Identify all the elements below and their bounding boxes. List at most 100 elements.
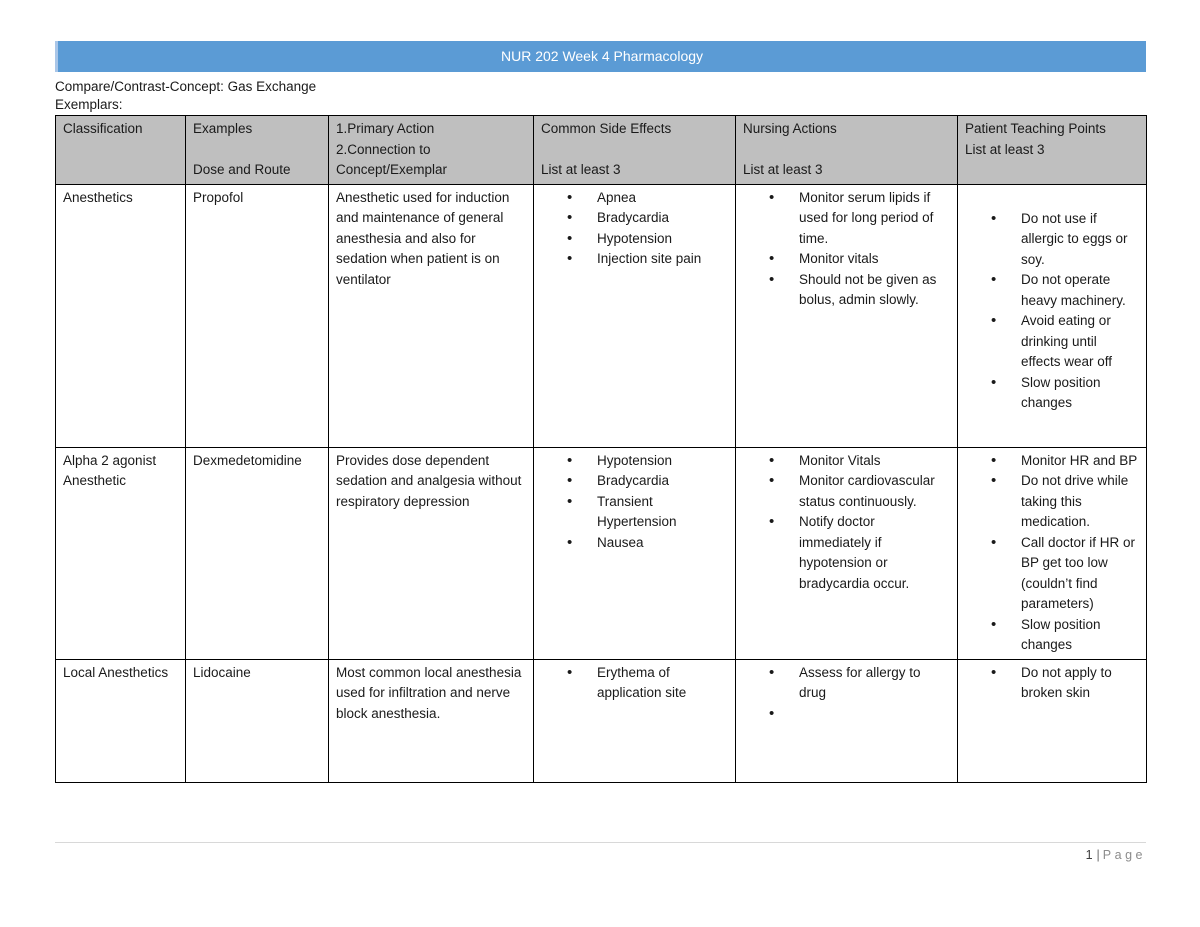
footer-divider bbox=[55, 841, 1146, 843]
cell-side-effects: HypotensionBradycardiaTransient Hyperten… bbox=[533, 446, 736, 660]
bullet-item: Do not drive while taking this medicatio… bbox=[965, 471, 1139, 533]
header-line: Nursing Actions bbox=[743, 121, 837, 136]
bullet-item: Erythema of application site bbox=[541, 663, 728, 704]
teaching-points-list: Monitor HR and BPDo not drive while taki… bbox=[965, 451, 1139, 656]
bullet-item: Assess for allergy to drug bbox=[743, 663, 950, 704]
bullet-item: Do not apply to broken skin bbox=[965, 663, 1139, 704]
table-row-local-anesthetics: Local Anesthetics Lidocaine Most common … bbox=[55, 658, 1147, 783]
example-text: Propofol bbox=[193, 189, 244, 205]
cell-primary-action: Anesthetic used for induction and mainte… bbox=[328, 183, 534, 448]
bullet-item: Slow position changes bbox=[965, 615, 1139, 656]
column-header-primary-action: 1.Primary Action 2.Connection to Concept… bbox=[328, 115, 534, 185]
cell-example: Dexmedetomidine bbox=[185, 446, 329, 660]
page-footer: 1 | Page bbox=[55, 848, 1146, 862]
side-effects-list: Erythema of application site bbox=[541, 663, 728, 704]
table-body: Anesthetics Propofol Anesthetic used for… bbox=[55, 183, 1147, 783]
bullet-item: Hypotension bbox=[541, 451, 728, 472]
bullet-item: Slow position changes bbox=[965, 373, 1139, 414]
header-line bbox=[965, 160, 1139, 181]
cell-classification: Local Anesthetics bbox=[55, 658, 186, 783]
cell-teaching-points: Do not apply to broken skin bbox=[957, 658, 1147, 783]
cell-nursing-actions: Assess for allergy to drug bbox=[735, 658, 958, 783]
primary-action-text: Most common local anesthesia used for in… bbox=[336, 664, 522, 721]
nursing-actions-list: Monitor serum lipids if used for long pe… bbox=[743, 188, 950, 311]
header-line bbox=[63, 140, 178, 161]
header-line bbox=[743, 140, 950, 161]
cell-primary-action: Most common local anesthesia used for in… bbox=[328, 658, 534, 783]
example-text: Dexmedetomidine bbox=[193, 452, 302, 468]
header-row: Classification Examples Dose and Route 1… bbox=[55, 115, 1147, 185]
bullet-item: Transient Hypertension bbox=[541, 492, 728, 533]
header-line: List at least 3 bbox=[541, 162, 621, 177]
bullet-item: Monitor Vitals bbox=[743, 451, 950, 472]
classification-text: Anesthetics bbox=[63, 189, 133, 205]
bullet-item: Nausea bbox=[541, 533, 728, 554]
exemplars-label: Exemplars: bbox=[55, 96, 123, 112]
column-header-side-effects: Common Side Effects List at least 3 bbox=[533, 115, 736, 185]
side-effects-list: ApneaBradycardiaHypotensionInjection sit… bbox=[541, 188, 728, 270]
bullet-item: Apnea bbox=[541, 188, 728, 209]
column-header-classification: Classification bbox=[55, 115, 186, 185]
teaching-points-list: Do not apply to broken skin bbox=[965, 663, 1139, 704]
bullet-item: Bradycardia bbox=[541, 471, 728, 492]
header-line bbox=[541, 140, 728, 161]
header-line: Examples bbox=[193, 121, 253, 136]
primary-action-text: Anesthetic used for induction and mainte… bbox=[336, 189, 510, 287]
classification-text: Alpha 2 agonist Anesthetic bbox=[63, 452, 157, 489]
cell-classification: Alpha 2 agonist Anesthetic bbox=[55, 446, 186, 660]
classification-text: Local Anesthetics bbox=[63, 664, 169, 680]
nursing-actions-list: Monitor VitalsMonitor cardiovascular sta… bbox=[743, 451, 950, 595]
header-line: Classification bbox=[63, 121, 143, 136]
cell-nursing-actions: Monitor serum lipids if used for long pe… bbox=[735, 183, 958, 448]
bullet-item: Do not operate heavy machinery. bbox=[965, 270, 1139, 311]
nursing-actions-list: Assess for allergy to drug bbox=[743, 663, 950, 725]
bullet-item: Hypotension bbox=[541, 229, 728, 250]
bullet-item: Call doctor if HR or BP get too low (cou… bbox=[965, 533, 1139, 615]
bullet-item: Bradycardia bbox=[541, 208, 728, 229]
header-line: Common Side Effects bbox=[541, 121, 672, 136]
header-line: List at least 3 bbox=[743, 162, 823, 177]
document-page: NUR 202 Week 4 Pharmacology Compare/Cont… bbox=[0, 0, 1200, 862]
cell-side-effects: Erythema of application site bbox=[533, 658, 736, 783]
header-line: Patient Teaching Points bbox=[965, 121, 1106, 136]
cell-side-effects: ApneaBradycardiaHypotensionInjection sit… bbox=[533, 183, 736, 448]
pharmacology-table: Classification Examples Dose and Route 1… bbox=[55, 115, 1147, 783]
header-line: List at least 3 bbox=[965, 141, 1045, 157]
primary-action-text: Provides dose dependent sedation and ana… bbox=[336, 452, 522, 509]
cell-classification: Anesthetics bbox=[55, 183, 186, 448]
table-row-alpha2-agonist: Alpha 2 agonist Anesthetic Dexmedetomidi… bbox=[55, 446, 1147, 660]
concept-line: Compare/Contrast-Concept: Gas Exchange bbox=[55, 79, 317, 94]
example-text: Lidocaine bbox=[193, 664, 251, 680]
teaching-points-list: Do not use if allergic to eggs or soy.Do… bbox=[965, 188, 1139, 414]
bullet-item: Do not use if allergic to eggs or soy. bbox=[965, 209, 1139, 271]
side-effects-list: HypotensionBradycardiaTransient Hyperten… bbox=[541, 451, 728, 554]
column-header-teaching-points: Patient Teaching Points List at least 3 bbox=[957, 115, 1147, 185]
bullet-item: Monitor serum lipids if used for long pe… bbox=[743, 188, 950, 250]
bullet-item: Monitor cardiovascular status continuous… bbox=[743, 471, 950, 512]
header-line bbox=[193, 140, 321, 161]
document-title: NUR 202 Week 4 Pharmacology bbox=[500, 48, 704, 64]
footer-page-label: Page bbox=[1102, 847, 1146, 862]
footer-separator: | bbox=[1096, 847, 1100, 862]
cell-primary-action: Provides dose dependent sedation and ana… bbox=[328, 446, 534, 660]
page-number: 1 bbox=[1085, 847, 1094, 862]
column-header-nursing-actions: Nursing Actions List at least 3 bbox=[735, 115, 958, 185]
column-header-examples: Examples Dose and Route bbox=[185, 115, 329, 185]
cell-teaching-points: Do not use if allergic to eggs or soy.Do… bbox=[957, 183, 1147, 448]
bullet-item bbox=[743, 704, 950, 725]
bullet-item: Should not be given as bolus, admin slow… bbox=[743, 270, 950, 311]
bullet-item: Monitor HR and BP bbox=[965, 451, 1139, 472]
intro-block: Compare/Contrast-Concept: Gas Exchange E… bbox=[55, 78, 1146, 113]
cell-example: Propofol bbox=[185, 183, 329, 448]
header-line: 2.Connection to bbox=[336, 141, 431, 157]
cell-example: Lidocaine bbox=[185, 658, 329, 783]
cell-teaching-points: Monitor HR and BPDo not drive while taki… bbox=[957, 446, 1147, 660]
bullet-item: Avoid eating or drinking until effects w… bbox=[965, 311, 1139, 373]
table-row-anesthetics: Anesthetics Propofol Anesthetic used for… bbox=[55, 183, 1147, 448]
bullet-item: Notify doctor immediately if hypotension… bbox=[743, 512, 950, 594]
table-header: Classification Examples Dose and Route 1… bbox=[55, 115, 1147, 185]
header-line: 1.Primary Action bbox=[336, 121, 435, 136]
header-line: Concept/Exemplar bbox=[336, 162, 448, 177]
header-line bbox=[63, 160, 178, 181]
bullet-item: Monitor vitals bbox=[743, 249, 950, 270]
